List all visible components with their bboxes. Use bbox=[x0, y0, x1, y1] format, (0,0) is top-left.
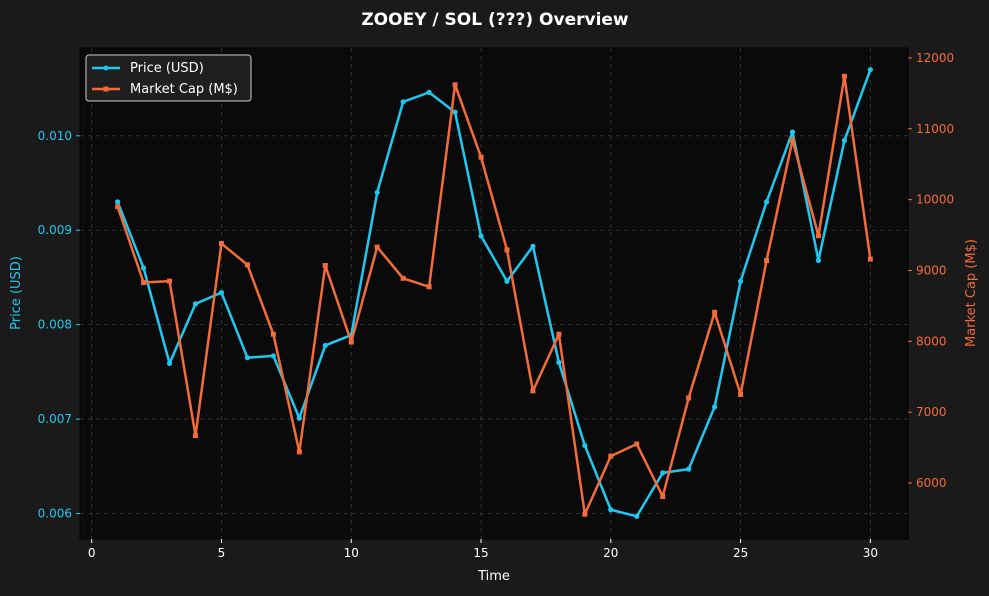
x-tick-label: 30 bbox=[863, 546, 878, 560]
right-y-tick-label: 11000 bbox=[916, 122, 954, 136]
price-point bbox=[322, 342, 328, 349]
right-y-tick-label: 7000 bbox=[916, 405, 947, 419]
price-point bbox=[504, 278, 510, 284]
market-cap-point bbox=[270, 331, 276, 337]
price-point bbox=[140, 265, 147, 271]
price-point bbox=[582, 442, 588, 449]
price-point bbox=[478, 233, 484, 239]
price-point bbox=[660, 470, 666, 476]
legend-market-cap-marker bbox=[103, 86, 109, 92]
price-point bbox=[841, 137, 848, 144]
price-point bbox=[218, 289, 225, 296]
market-cap-point bbox=[167, 278, 173, 284]
price-point bbox=[608, 507, 614, 513]
market-cap-point bbox=[374, 244, 380, 250]
price-point bbox=[400, 99, 406, 105]
price-point bbox=[789, 129, 796, 135]
market-cap-point bbox=[478, 154, 484, 160]
x-tick-label: 10 bbox=[344, 546, 359, 560]
price-point bbox=[737, 278, 744, 284]
x-axis: 0 5 10 15 20 25 30 bbox=[88, 539, 878, 560]
x-tick-label: 5 bbox=[218, 546, 226, 560]
legend-price-marker bbox=[103, 65, 109, 71]
market-cap-point bbox=[193, 433, 199, 439]
price-point bbox=[686, 466, 692, 472]
market-cap-point bbox=[504, 247, 510, 253]
price-point bbox=[115, 199, 121, 205]
left-y-tick-label: 0.009 bbox=[38, 223, 72, 237]
price-point bbox=[374, 189, 380, 196]
left-y-tick-label: 0.008 bbox=[38, 318, 72, 332]
market-cap-point bbox=[218, 241, 224, 247]
right-y-tick-label: 12000 bbox=[916, 51, 954, 65]
right-y-tick-label: 10000 bbox=[916, 193, 954, 207]
right-y-tick-label: 8000 bbox=[916, 334, 947, 348]
x-tick-label: 25 bbox=[733, 546, 748, 560]
market-cap-point bbox=[400, 275, 406, 281]
legend-price-label: Price (USD) bbox=[130, 61, 204, 76]
market-cap-point bbox=[867, 256, 873, 262]
right-y-tick-label: 9000 bbox=[916, 263, 947, 277]
x-axis-label: Time bbox=[477, 569, 510, 584]
price-point bbox=[634, 513, 640, 519]
chart-title: ZOOEY / SOL (???) Overview bbox=[361, 10, 629, 30]
legend-box bbox=[85, 54, 252, 102]
x-tick-label: 15 bbox=[473, 546, 488, 560]
market-cap-point bbox=[841, 73, 847, 79]
market-cap-point bbox=[530, 388, 536, 394]
market-cap-point bbox=[738, 391, 744, 397]
price-point bbox=[712, 404, 718, 410]
left-y-tick-label: 0.010 bbox=[38, 129, 72, 143]
price-point bbox=[192, 301, 199, 307]
market-cap-point bbox=[712, 309, 718, 315]
plot-area bbox=[79, 47, 909, 540]
market-cap-point bbox=[452, 82, 458, 88]
price-point bbox=[815, 257, 822, 264]
legend-market-cap-label: Market Cap (M$) bbox=[130, 82, 238, 97]
price-point bbox=[452, 109, 458, 115]
price-point bbox=[166, 360, 173, 366]
left-y-tick-label: 0.007 bbox=[38, 412, 72, 426]
market-cap-point bbox=[660, 493, 666, 499]
price-line bbox=[116, 69, 872, 518]
price-point bbox=[530, 243, 536, 249]
market-cap-point bbox=[296, 449, 302, 455]
x-tick-label: 20 bbox=[603, 546, 618, 560]
left-y-axis: 0.006 0.007 0.008 0.009 0.010 bbox=[38, 129, 80, 521]
price-point bbox=[244, 355, 251, 361]
left-y-axis-label: Price (USD) bbox=[9, 256, 24, 330]
price-point bbox=[426, 89, 432, 95]
price-point bbox=[556, 359, 562, 366]
market-cap-point bbox=[815, 233, 821, 239]
market-cap-point bbox=[764, 258, 770, 264]
market-cap-point bbox=[582, 511, 588, 517]
market-cap-point bbox=[141, 280, 147, 286]
right-y-tick-label: 6000 bbox=[916, 476, 947, 490]
x-tick-label: 0 bbox=[88, 546, 96, 560]
price-point bbox=[296, 415, 302, 421]
market-cap-point bbox=[789, 137, 795, 143]
price-point bbox=[867, 67, 873, 73]
market-cap-point bbox=[686, 395, 692, 401]
right-y-axis: 6000 7000 8000 9000 10000 11000 12000 bbox=[908, 51, 954, 490]
right-y-axis-label: Market Cap (M$) bbox=[964, 239, 979, 347]
price-point bbox=[763, 199, 770, 205]
market-cap-point bbox=[426, 284, 432, 290]
price-point bbox=[270, 353, 276, 359]
market-cap-point bbox=[244, 262, 250, 268]
market-cap-line bbox=[116, 75, 872, 516]
left-y-tick-label: 0.006 bbox=[38, 507, 72, 521]
market-cap-point bbox=[322, 263, 328, 269]
market-cap-point bbox=[556, 331, 562, 337]
market-cap-point bbox=[608, 453, 614, 459]
series-layer bbox=[115, 67, 873, 519]
market-cap-point bbox=[634, 441, 640, 447]
market-cap-point bbox=[115, 204, 121, 210]
legend: Price (USD) Market Cap (M$) bbox=[85, 54, 252, 102]
market-cap-point bbox=[348, 339, 354, 345]
